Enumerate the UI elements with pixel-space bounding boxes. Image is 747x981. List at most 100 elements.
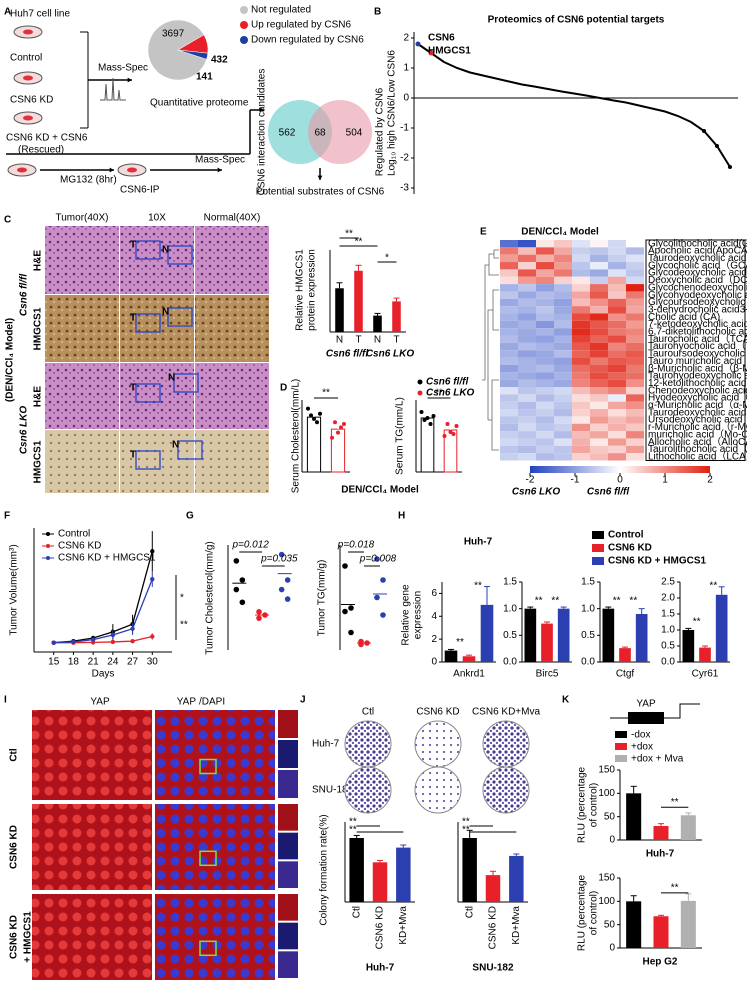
micrograph [120, 295, 194, 362]
heatmap-cell [608, 313, 626, 321]
label-box [645, 239, 746, 461]
heatmap-cell [500, 387, 518, 395]
x-tick-label: KD+Mva [398, 906, 409, 945]
point [150, 576, 155, 582]
y-axis-label: expression [413, 591, 424, 639]
heatmap-cell [554, 445, 572, 454]
point [342, 422, 346, 426]
x-tick-label: N [374, 335, 381, 346]
bar [372, 862, 388, 902]
arrow-head [127, 77, 132, 83]
legend-label: Csn6 LKO [426, 388, 475, 399]
group-label: Csn6 LKO [19, 406, 30, 455]
heatmap-cell [536, 298, 554, 307]
chart-title: Huh-7 [464, 537, 493, 548]
heatmap-cell [590, 313, 608, 321]
y-tick-label: 150 [598, 765, 615, 776]
micrograph [195, 226, 269, 294]
heatmap-cell [626, 254, 644, 263]
x-tick-label: KD+Mva [511, 906, 522, 945]
heatmap-cell [536, 240, 554, 248]
heatmap-cell [608, 320, 626, 329]
heatmap-cell [626, 306, 644, 314]
y-tick-label: 1.0 [661, 625, 675, 636]
x-tick-label: 30 [147, 657, 159, 668]
x-tick-label: Ankrd1 [453, 669, 485, 680]
point [312, 416, 316, 421]
heatmap-cell [590, 438, 608, 446]
heatmap-cell [536, 276, 554, 285]
row-label: Taurolithocholic acid（TLCA） [648, 443, 747, 455]
y-tick-label: 6 [431, 588, 437, 599]
bar [509, 855, 524, 902]
dish-cells [23, 115, 33, 121]
heatmap-cell [536, 342, 554, 351]
micrograph [155, 804, 275, 890]
heatmap-cell [536, 409, 554, 417]
zoom-inset [278, 740, 298, 768]
heatmap-cell [554, 364, 572, 373]
point [419, 410, 424, 414]
heatmap-cell [626, 284, 644, 292]
legend-label: Down regulated by CSN6 [251, 35, 364, 46]
bar [626, 793, 642, 840]
bar [306, 416, 322, 473]
heatmap-cell [608, 240, 626, 248]
heatmap-cell [536, 423, 554, 432]
heatmap-cell [500, 364, 518, 373]
heatmap-cell [554, 291, 572, 299]
point [150, 549, 155, 554]
heatmap-cell [500, 423, 518, 432]
heatmap-cell [500, 298, 518, 307]
heatmap-cell [536, 379, 554, 387]
bar [485, 875, 501, 902]
zoom-inset [278, 710, 298, 738]
heatmap-cell [554, 254, 572, 263]
heatmap-cell [518, 320, 536, 329]
dish-cells [23, 75, 33, 81]
stain-label: YAP [90, 697, 110, 708]
point [318, 411, 322, 416]
legend-dot [46, 556, 50, 560]
heatmap-cell [500, 394, 518, 402]
heatmap-cell [572, 409, 590, 417]
micrograph [45, 295, 119, 362]
heatmap-cell [536, 357, 554, 365]
heatmap-cell [572, 379, 590, 387]
heatmap-cell [608, 364, 626, 373]
heatmap-cell [626, 335, 644, 343]
region-label: T [130, 313, 136, 324]
heatmap-cell [572, 240, 590, 248]
heatmap-cell [518, 291, 536, 299]
heatmap-cell [518, 328, 536, 336]
heatmap-cell [554, 379, 572, 387]
heatmap-cell [626, 438, 644, 446]
zoom-inset [278, 804, 298, 831]
bar [653, 916, 669, 948]
heatmap-cell [626, 269, 644, 277]
heatmap-cell [572, 438, 590, 446]
panel-letter: F [4, 511, 10, 522]
heatmap-cell [626, 401, 644, 410]
heatmap-cell [572, 423, 590, 432]
heatmap-cell [572, 320, 590, 329]
legend-swatch [615, 755, 627, 762]
row-label: Lithocholic acid（LCA） [648, 450, 747, 462]
y-axis-label: Tumor Volume(mm³) [9, 544, 20, 635]
heatmap-cell [518, 453, 536, 461]
micrograph [155, 894, 275, 980]
heatmap-cell [554, 262, 572, 270]
legend-swatch [592, 544, 604, 552]
significance: ** [462, 825, 470, 836]
heatmap-cell [572, 269, 590, 277]
bar [462, 656, 476, 662]
row-label: Huh-7 [312, 739, 340, 750]
x-tick-label: Ctl [464, 906, 475, 918]
heatmap-cell [590, 276, 608, 285]
heatmap-cell [554, 276, 572, 285]
heatmap-cell [536, 387, 554, 395]
point [110, 639, 116, 645]
row-label: Glycochenodeoxycholic acid（GCDCA） [648, 281, 747, 293]
point [239, 599, 246, 606]
